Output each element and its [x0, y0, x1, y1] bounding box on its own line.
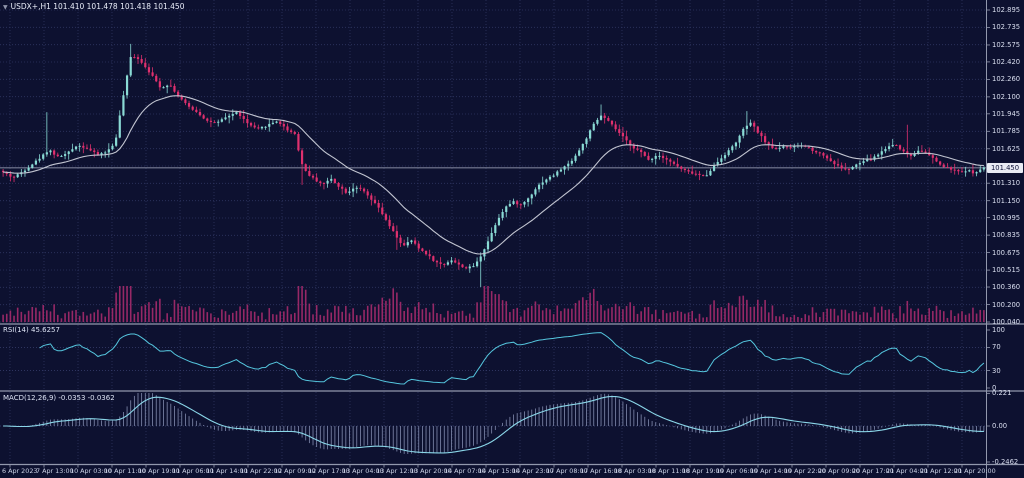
moving-average-line	[3, 95, 984, 255]
candles-layer	[2, 43, 985, 288]
volume-bars	[2, 286, 985, 322]
macd-signal-line	[3, 395, 984, 454]
macd-histogram	[6, 393, 985, 454]
rsi-line	[39, 332, 985, 385]
grid-layer	[0, 0, 986, 464]
axis-ticks	[9, 9, 990, 468]
